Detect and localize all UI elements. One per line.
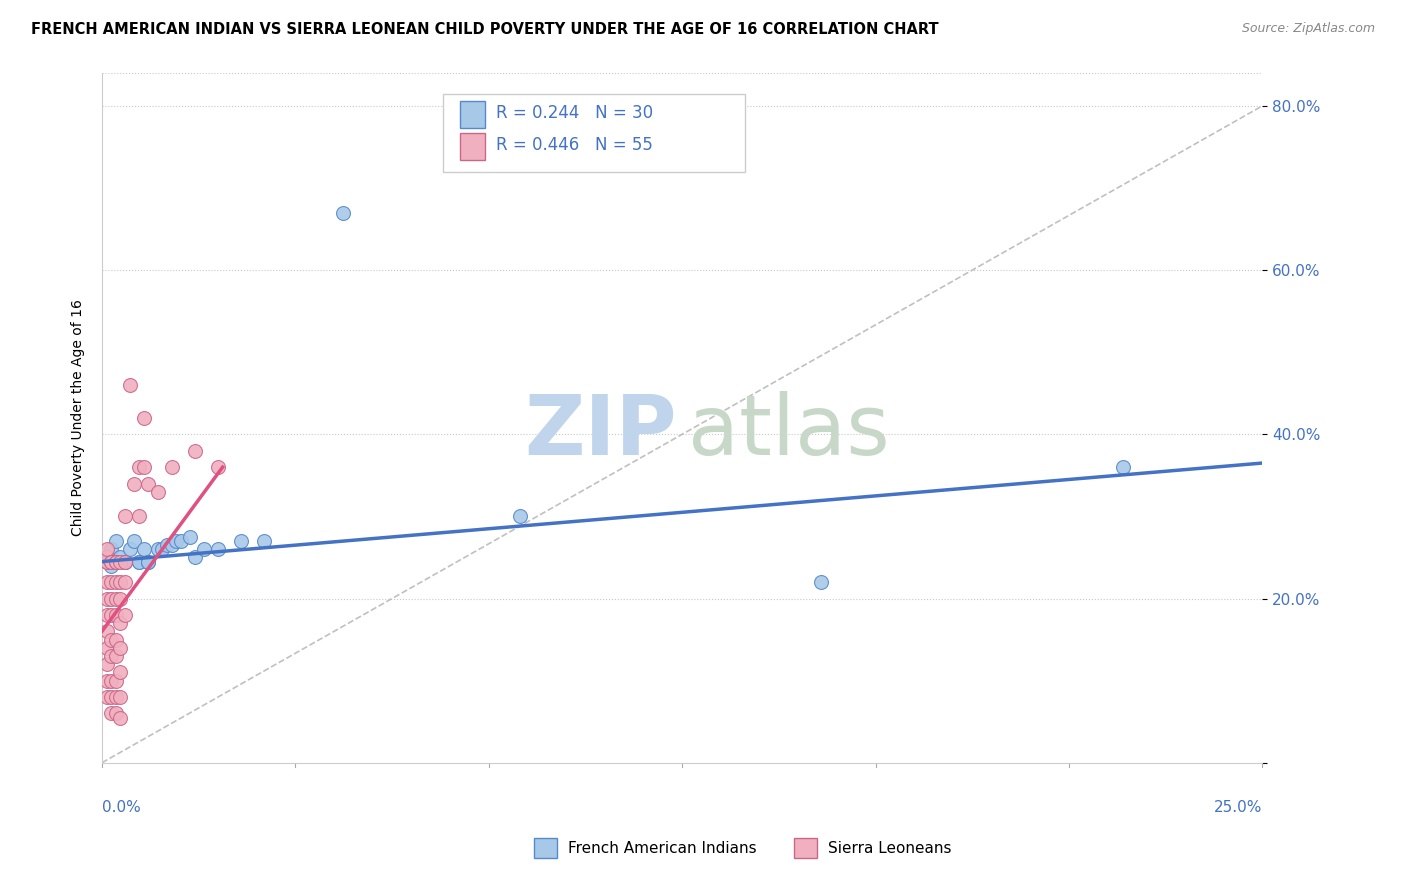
Point <box>1112 460 1135 475</box>
Point <box>136 555 159 569</box>
Point <box>96 555 118 569</box>
Point <box>810 575 832 590</box>
Point <box>100 673 122 688</box>
Point <box>100 706 122 721</box>
Point <box>114 575 136 590</box>
Point <box>104 555 127 569</box>
Point <box>332 205 354 219</box>
Point <box>100 632 122 647</box>
Y-axis label: Child Poverty Under the Age of 16: Child Poverty Under the Age of 16 <box>72 300 86 536</box>
Point <box>110 690 132 704</box>
Point <box>114 509 136 524</box>
Point <box>110 710 132 724</box>
Point <box>124 534 146 549</box>
Point <box>179 530 201 544</box>
Point <box>114 555 136 569</box>
Text: 25.0%: 25.0% <box>1215 800 1263 814</box>
Point <box>96 542 118 557</box>
Point <box>110 591 132 606</box>
Text: Source: ZipAtlas.com: Source: ZipAtlas.com <box>1241 22 1375 36</box>
Point <box>110 555 132 569</box>
Point <box>100 607 122 622</box>
Point <box>96 555 118 569</box>
Point <box>110 550 132 565</box>
Point <box>114 555 136 569</box>
Point <box>146 484 169 499</box>
Point <box>96 640 118 655</box>
Point <box>136 476 159 491</box>
Point <box>132 460 155 475</box>
Point <box>114 607 136 622</box>
Point <box>193 542 215 557</box>
Point <box>231 534 253 549</box>
Point <box>150 542 173 557</box>
Point <box>96 550 118 565</box>
Point <box>132 542 155 557</box>
Point <box>96 657 118 672</box>
Text: FRENCH AMERICAN INDIAN VS SIERRA LEONEAN CHILD POVERTY UNDER THE AGE OF 16 CORRE: FRENCH AMERICAN INDIAN VS SIERRA LEONEAN… <box>31 22 939 37</box>
Point <box>96 607 118 622</box>
Point <box>110 575 132 590</box>
Point <box>160 538 183 552</box>
Point <box>509 509 531 524</box>
Point <box>132 410 155 425</box>
Point <box>207 542 229 557</box>
Text: ZIP: ZIP <box>524 392 676 472</box>
Point <box>100 575 122 590</box>
Point <box>104 706 127 721</box>
Point <box>136 555 159 569</box>
Point <box>100 555 122 569</box>
Point <box>110 616 132 631</box>
Text: 0.0%: 0.0% <box>101 800 141 814</box>
Point <box>96 673 118 688</box>
Text: atlas: atlas <box>688 392 890 472</box>
Point <box>160 460 183 475</box>
Point <box>118 378 141 392</box>
Point <box>96 550 118 565</box>
Text: French American Indians: French American Indians <box>568 841 756 855</box>
Point <box>170 534 193 549</box>
Text: Sierra Leoneans: Sierra Leoneans <box>828 841 952 855</box>
Point <box>104 591 127 606</box>
Point <box>165 534 187 549</box>
Point <box>184 443 207 458</box>
Text: R = 0.446   N = 55: R = 0.446 N = 55 <box>496 136 654 154</box>
Point <box>96 690 118 704</box>
Point <box>128 555 150 569</box>
Point <box>96 624 118 639</box>
Point <box>100 690 122 704</box>
Point <box>104 534 127 549</box>
Text: R = 0.244   N = 30: R = 0.244 N = 30 <box>496 104 654 122</box>
Point <box>100 555 122 569</box>
Point <box>184 550 207 565</box>
Point <box>146 542 169 557</box>
Point <box>100 542 122 557</box>
Point <box>96 591 118 606</box>
Point <box>128 555 150 569</box>
Point <box>104 690 127 704</box>
Point <box>156 538 179 552</box>
Point <box>100 648 122 663</box>
Point <box>100 591 122 606</box>
Point <box>110 640 132 655</box>
Point <box>104 555 127 569</box>
Point <box>96 575 118 590</box>
Point <box>104 648 127 663</box>
Point <box>114 555 136 569</box>
Point <box>253 534 276 549</box>
Point <box>110 665 132 680</box>
Point <box>104 673 127 688</box>
Point <box>118 542 141 557</box>
Point <box>100 558 122 573</box>
Point <box>104 575 127 590</box>
Point <box>128 460 150 475</box>
Point <box>128 509 150 524</box>
Point <box>124 476 146 491</box>
Point <box>104 632 127 647</box>
Point <box>207 460 229 475</box>
Point <box>104 607 127 622</box>
